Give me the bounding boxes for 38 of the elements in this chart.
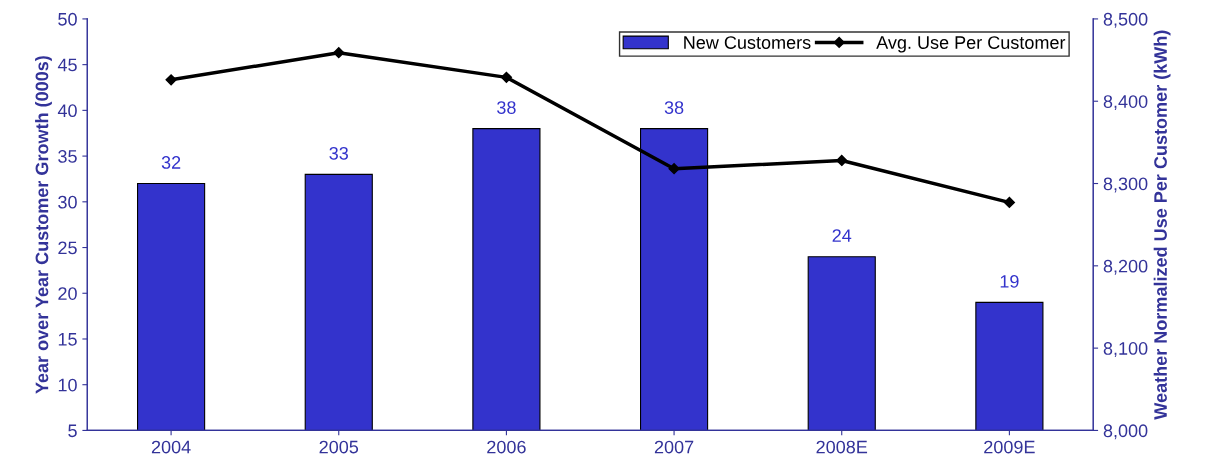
x-tick-label: 2009E: [984, 440, 1035, 454]
y2-tick-label: 8,200: [1103, 259, 1148, 275]
y-tick-label: 50: [58, 12, 77, 26]
point: [500, 71, 513, 83]
point: [836, 154, 848, 167]
data-label: 19: [1000, 274, 1019, 288]
data-label: 33: [329, 146, 348, 160]
y-tick-label: 20: [58, 287, 77, 300]
data-label: 38: [497, 101, 516, 114]
point: [333, 47, 345, 59]
point: [668, 163, 680, 175]
y-tick-label: 40: [57, 104, 77, 118]
x-tick-label: 2006: [487, 440, 526, 454]
point: [165, 74, 177, 86]
x-tick-label: 2007: [654, 440, 694, 454]
y-tick-label: 15: [58, 333, 77, 346]
legend-label: New Customers: [684, 36, 811, 49]
y-tick-label: 10: [58, 378, 77, 392]
y2-tick-label: 8,000: [1103, 424, 1148, 440]
y-tick-label: 35: [58, 150, 77, 163]
x-tick-label: 2008E: [816, 440, 868, 454]
data-label: 24: [832, 229, 852, 242]
y2-tick-label: 8,300: [1103, 177, 1148, 193]
y2-tick-label: 8,500: [1103, 12, 1148, 28]
data-label: 38: [664, 101, 684, 114]
y-tick-label: 5: [68, 424, 77, 438]
x-tick-label: 2004: [151, 440, 191, 454]
x-tick-label: 2005: [319, 440, 359, 454]
y-axis-title: Year over Year Customer Growth (000s): [35, 56, 52, 394]
point: [1003, 196, 1015, 209]
y-tick-label: 45: [57, 58, 77, 72]
y-tick-label: 30: [58, 195, 77, 209]
data-label: 32: [161, 156, 181, 169]
y2-tick-label: 8,400: [1103, 95, 1148, 111]
y-tick-label: 25: [58, 241, 77, 255]
legend-label: Avg. Use Per Customer: [876, 36, 1066, 53]
y2-axis-title: Weather Normalized Use Per Customer (kWh): [1153, 30, 1171, 420]
y2-tick-label: 8,100: [1103, 342, 1148, 357]
